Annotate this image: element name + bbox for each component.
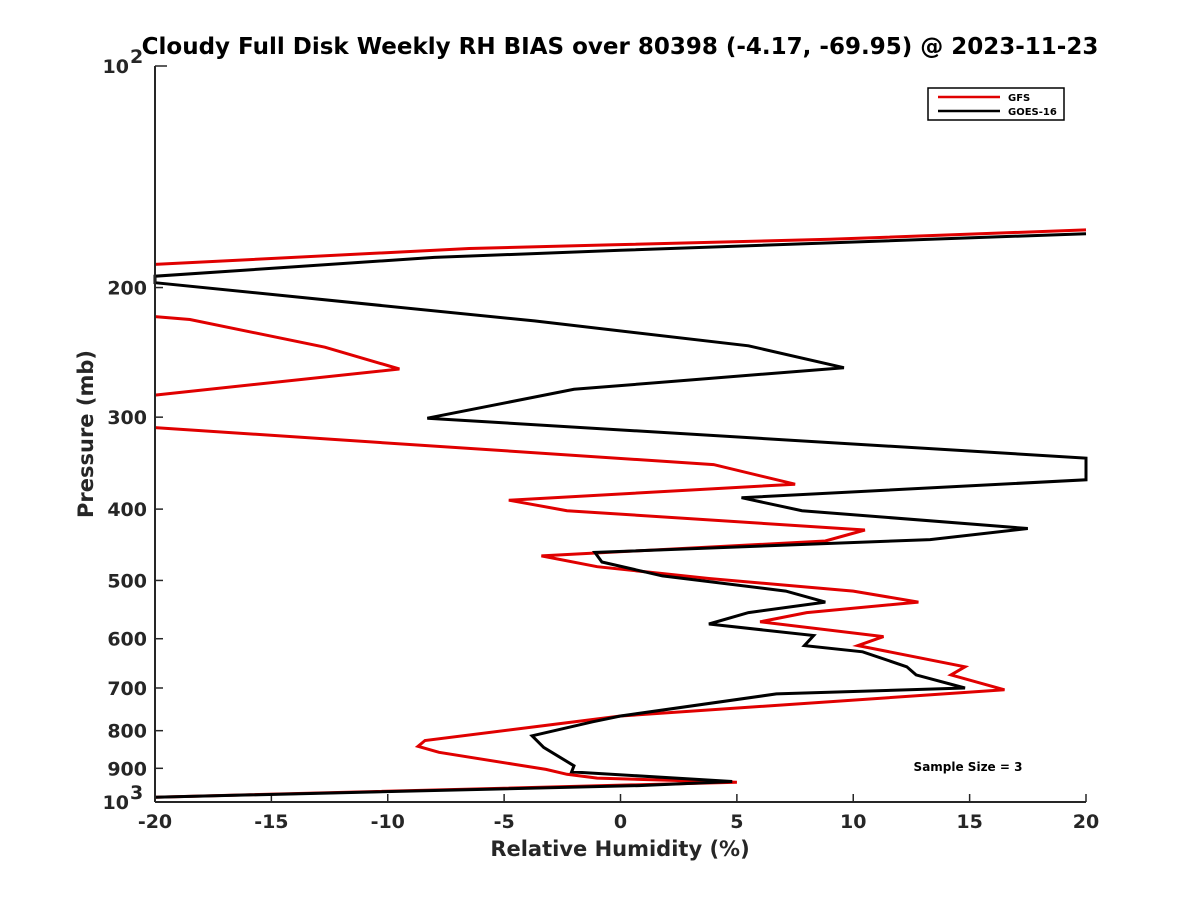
x-tick-label: -20	[138, 811, 172, 833]
sample-size-note: Sample Size = 3	[914, 760, 1023, 774]
y-tick-label: 800	[107, 721, 147, 743]
y-tick-label: 300	[107, 407, 147, 429]
x-tick-label: 5	[730, 811, 743, 833]
y-major-tick-label: 10	[103, 56, 129, 78]
x-tick-label: 20	[1073, 811, 1099, 833]
y-tick-label: 900	[107, 758, 147, 780]
series-line-goes16	[153, 232, 1088, 799]
chart-title: Cloudy Full Disk Weekly RH BIAS over 803…	[142, 34, 1099, 60]
y-major-tick-label: 10	[103, 792, 129, 814]
legend-label-goes16: GOES-16	[1008, 107, 1057, 118]
x-axis-ticks: -20 -15 -10 -5 0 5 10 15 20	[138, 794, 1099, 833]
series-line-gfs	[154, 228, 1087, 799]
x-tick-label: -15	[254, 811, 288, 833]
y-tick-label: 200	[107, 278, 147, 300]
x-tick-label: 0	[614, 811, 627, 833]
y-tick-label: 600	[107, 629, 147, 651]
x-tick-label: -10	[371, 811, 405, 833]
legend: GFS GOES-16	[927, 87, 1065, 121]
x-axis-label: Relative Humidity (%)	[490, 837, 749, 861]
legend-box	[927, 87, 1065, 121]
legend-label-gfs: GFS	[1008, 93, 1030, 104]
y-major-tick-exponent: 2	[130, 46, 143, 68]
x-tick-label: 15	[956, 811, 982, 833]
y-major-tick-exponent: 3	[130, 782, 143, 804]
x-tick-label: -5	[494, 811, 515, 833]
x-tick-label: 10	[840, 811, 866, 833]
y-tick-label: 400	[107, 499, 147, 521]
series-layer	[153, 228, 1088, 799]
y-tick-label: 500	[107, 570, 147, 592]
y-axis-label: Pressure (mb)	[74, 350, 98, 518]
y-tick-label: 700	[107, 678, 147, 700]
